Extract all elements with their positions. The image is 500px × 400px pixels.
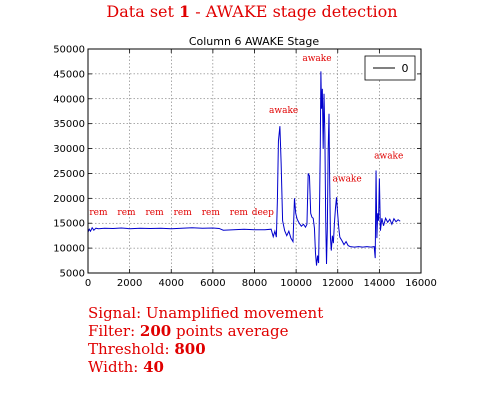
stage-label-awake: awake xyxy=(333,174,362,184)
stage-label-rem: rem xyxy=(89,208,108,218)
x-tick-label: 16000 xyxy=(405,278,437,289)
x-tick-label: 2000 xyxy=(117,278,142,289)
grid xyxy=(88,49,421,273)
caption-threshold: Threshold: 800 xyxy=(88,340,206,358)
stage-label-rem: rem xyxy=(230,208,249,218)
axes: 0 2000 4000 6000 8000 10000 12000 14000 16000 500… xyxy=(53,45,437,290)
y-tick-label: 30000 xyxy=(53,144,85,155)
y-tick-label: 5000 xyxy=(60,269,85,280)
chart-title: Column 6 AWAKE Stage xyxy=(189,35,320,48)
caption-width: Width: 40 xyxy=(88,358,164,376)
chart: Data set 1 - AWAKE stage detection Colum… xyxy=(53,2,437,290)
stage-label-rem: rem xyxy=(117,208,136,218)
x-tick-label: 0 xyxy=(85,278,91,289)
threshold-value: 800 xyxy=(174,340,206,358)
y-tick-label: 35000 xyxy=(53,119,85,130)
caption-filter: Filter: 200 points average xyxy=(88,322,289,340)
signal-value: Unamplified movement xyxy=(145,304,324,322)
stage-label-deep: deep xyxy=(252,208,274,218)
stage-label-awake: awake xyxy=(374,152,403,162)
y-tick-label: 40000 xyxy=(53,94,85,105)
stage-label-awake: awake xyxy=(302,54,331,64)
x-tick-label: 12000 xyxy=(322,278,354,289)
x-tick-label: 8000 xyxy=(242,278,267,289)
filter-value: 200 xyxy=(139,322,172,340)
x-tick-label: 6000 xyxy=(200,278,225,289)
y-tick-label: 25000 xyxy=(53,169,85,180)
y-tick-label: 15000 xyxy=(53,219,85,230)
series-line-0 xyxy=(87,71,401,266)
stage-label-rem: rem xyxy=(146,208,165,218)
stage-label-rem: rem xyxy=(202,208,221,218)
y-tick-label: 50000 xyxy=(53,45,85,56)
stage-label-rem: rem xyxy=(174,208,193,218)
x-tick-label: 14000 xyxy=(363,278,395,289)
width-value: 40 xyxy=(143,358,164,376)
y-tick-label: 10000 xyxy=(53,244,85,255)
legend-label: 0 xyxy=(402,62,409,75)
caption-signal: Signal: Unamplified movement xyxy=(88,304,324,322)
plot-area xyxy=(87,71,401,266)
legend: 0 xyxy=(364,55,416,81)
y-tick-label: 45000 xyxy=(53,69,85,80)
x-tick-label: 10000 xyxy=(280,278,312,289)
stage-label-awake: awake xyxy=(269,106,298,116)
figure-title: Data set 1 - AWAKE stage detection xyxy=(106,2,397,21)
x-tick-label: 4000 xyxy=(159,278,184,289)
annotations: rem rem rem rem rem rem deepawakeawakeawakeawa… xyxy=(89,54,403,218)
y-tick-label: 20000 xyxy=(53,194,85,205)
